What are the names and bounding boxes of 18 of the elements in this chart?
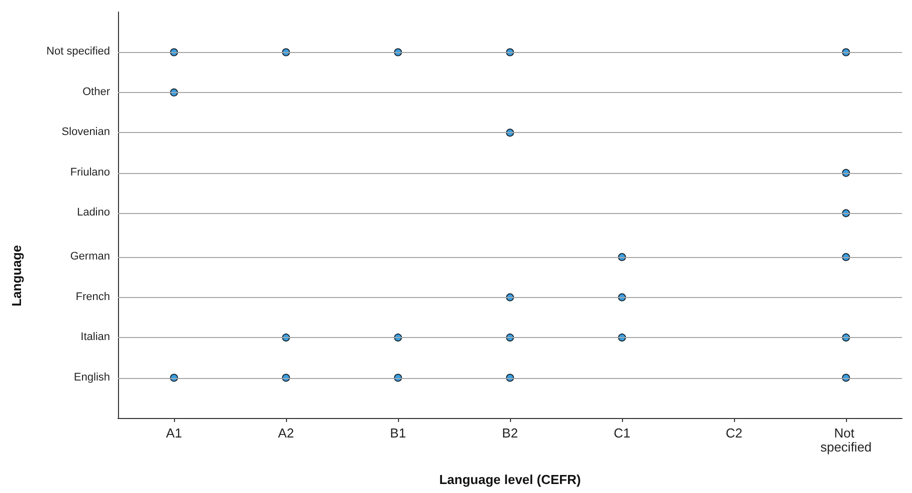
- text: German: [70, 250, 110, 263]
- text: French: [76, 290, 110, 303]
- x-tick-label: A2: [278, 426, 294, 440]
- text: Ladino: [76, 206, 110, 219]
- x-tick-label: C2: [726, 426, 742, 440]
- text: Language: [9, 244, 24, 306]
- x-tick-label: C1: [614, 426, 630, 440]
- text: Slovenian: [62, 126, 110, 138]
- x-axis-title: Language level (CEFR): [439, 472, 581, 487]
- x-tick-label: B2: [502, 426, 518, 440]
- x-tick-label: Not specified: [820, 426, 872, 454]
- x-tick-label: B1: [390, 426, 406, 440]
- text: Friulano: [70, 166, 110, 178]
- x-tick-label: A1: [166, 426, 182, 440]
- text: Italian: [80, 331, 110, 344]
- text: English: [74, 371, 110, 384]
- text: Not specified: [46, 46, 110, 58]
- text: Other: [82, 86, 110, 98]
